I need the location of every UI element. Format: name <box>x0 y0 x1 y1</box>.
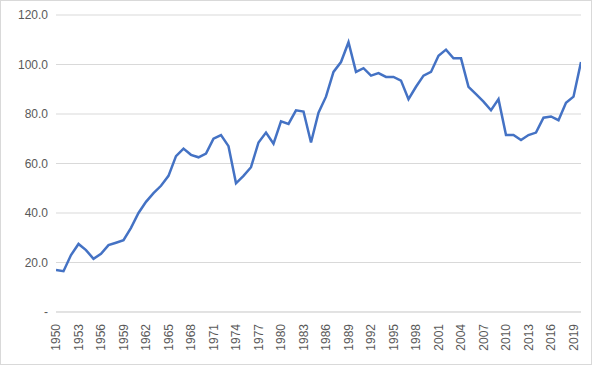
svg-text:120.0: 120.0 <box>18 8 48 22</box>
svg-text:20.0: 20.0 <box>25 256 49 270</box>
svg-text:1995: 1995 <box>387 324 401 351</box>
svg-text:2007: 2007 <box>477 324 491 351</box>
svg-text:40.0: 40.0 <box>25 206 49 220</box>
svg-text:1968: 1968 <box>184 324 198 351</box>
svg-text:1962: 1962 <box>139 324 153 351</box>
svg-text:2019: 2019 <box>567 324 581 351</box>
svg-text:100.0: 100.0 <box>18 58 48 72</box>
svg-text:2010: 2010 <box>499 324 513 351</box>
svg-text:1956: 1956 <box>94 324 108 351</box>
svg-text:1986: 1986 <box>319 324 333 351</box>
svg-text:1953: 1953 <box>72 324 86 351</box>
svg-text:1989: 1989 <box>342 324 356 351</box>
svg-text:2004: 2004 <box>454 324 468 351</box>
svg-text:1998: 1998 <box>409 324 423 351</box>
svg-text:1980: 1980 <box>274 324 288 351</box>
svg-text:1950: 1950 <box>49 324 63 351</box>
svg-text:2001: 2001 <box>432 324 446 351</box>
svg-text:-: - <box>44 305 48 319</box>
svg-text:1992: 1992 <box>364 324 378 351</box>
svg-text:1965: 1965 <box>162 324 176 351</box>
svg-text:1959: 1959 <box>117 324 131 351</box>
svg-text:1983: 1983 <box>297 324 311 351</box>
svg-text:2016: 2016 <box>544 324 558 351</box>
svg-text:1977: 1977 <box>252 324 266 351</box>
svg-text:1974: 1974 <box>229 324 243 351</box>
svg-text:80.0: 80.0 <box>25 107 49 121</box>
svg-text:60.0: 60.0 <box>25 157 49 171</box>
svg-text:2013: 2013 <box>522 324 536 351</box>
svg-text:1971: 1971 <box>207 324 221 351</box>
